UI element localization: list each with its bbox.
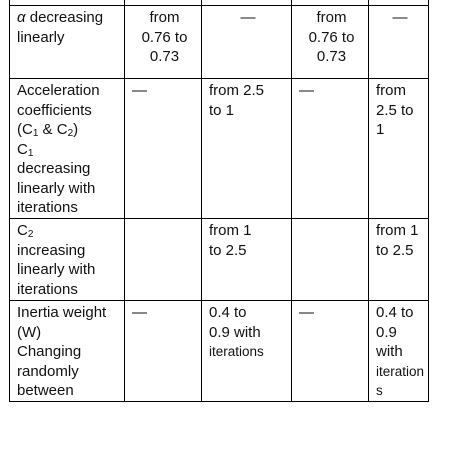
cell-text: from [149,9,180,26]
table-row: Acceleration coefficients (C1 & C2) C1 d… [9,78,430,219]
dash-text: — [240,9,256,26]
cell-text: from 1 [209,222,252,239]
cell-text: iteration [376,363,425,379]
label-text: C2 [17,222,34,240]
cell-text: to 2.5 [209,241,247,259]
cell-text: 0.9 with [209,323,261,341]
label-text: linearly with [17,179,96,197]
table-row: Inertia weight (W) Changing randomly bet… [9,300,430,402]
label-text: randomly [17,362,79,380]
cell-text: to 1 [209,101,235,119]
table-cell: from 0.76 to 0.73 [291,5,369,79]
table-row: C2 increasing linearly with iterations f… [9,218,430,301]
dash-text: — [132,304,147,321]
table-cell: — [367,5,430,79]
dash-text: — [299,304,314,321]
label-text: iterations [17,199,78,216]
row-label: α decreasing linearly [9,5,125,79]
cell-text: from [376,82,406,99]
cell-text: 1 [376,121,385,138]
label-text: (C1 & C2) [17,121,79,139]
cell-text: 0.4 to [209,304,247,321]
label-text: Acceleration [17,82,100,99]
label-text: increasing [17,241,86,259]
label-text: Inertia weight [17,304,107,321]
dash-text: — [132,82,147,99]
label-text: decreasing [25,9,104,26]
table-cell: — [201,5,292,79]
label-text: linearly with [17,261,96,278]
table-cell: from 1 to 2.5 [201,218,292,301]
label-text: Changing [17,343,82,360]
label-text: iterations [17,280,78,298]
label-text: C1 [17,140,34,159]
row-label: Acceleration coefficients (C1 & C2) C1 d… [9,78,125,219]
table-cell: from 0.76 to 0.73 [124,5,202,79]
cell-text: from 1 [376,222,419,239]
label-text: (W) [17,323,42,341]
cell-text: from [316,9,347,26]
label-text: coefficients [17,101,92,119]
alpha-symbol: α [17,9,26,26]
dash-text: — [299,82,314,99]
label-text: linearly [17,28,65,46]
cell-text: 0.4 to [376,304,414,321]
cell-text: iterations [209,344,264,359]
table-cell: — [291,78,369,219]
label-text: between [17,382,74,399]
cell-text: 0.73 [316,48,347,65]
table-cell: — [124,300,202,402]
label-text: decreasing [17,160,91,177]
table-cell [124,218,202,301]
table-cell: — [124,78,202,219]
table-row: α decreasing linearly from 0.76 to 0.73 … [9,5,430,79]
cell-text: 0.73 [149,48,180,65]
cell-text: from 2.5 [209,82,265,99]
cell-text: 0.76 to [141,28,188,46]
table-cell: 0.4 to 0.9 with iterations [201,300,292,402]
cell-text: 0.76 to [308,28,355,46]
cell-text: 2.5 to [376,101,414,119]
dash-text: — [392,9,408,26]
cell-text: 0.9 [376,323,397,341]
table-cell [291,218,369,301]
table-cell: from 2.5 to 1 [367,78,430,219]
table-cell: from 2.5 to 1 [201,78,292,219]
cell-text: to 2.5 [376,241,414,259]
cell-text: with [376,343,403,360]
table-cell: — [291,300,369,402]
parameter-table: α decreasing linearly from 0.76 to 0.73 … [9,0,430,402]
row-label: C2 increasing linearly with iterations [9,218,125,301]
cell-text: s [376,383,383,398]
table-cell: from 1 to 2.5 [367,218,430,301]
row-label: Inertia weight (W) Changing randomly bet… [9,300,125,402]
table-cell: 0.4 to 0.9 with iteration s [367,300,430,402]
